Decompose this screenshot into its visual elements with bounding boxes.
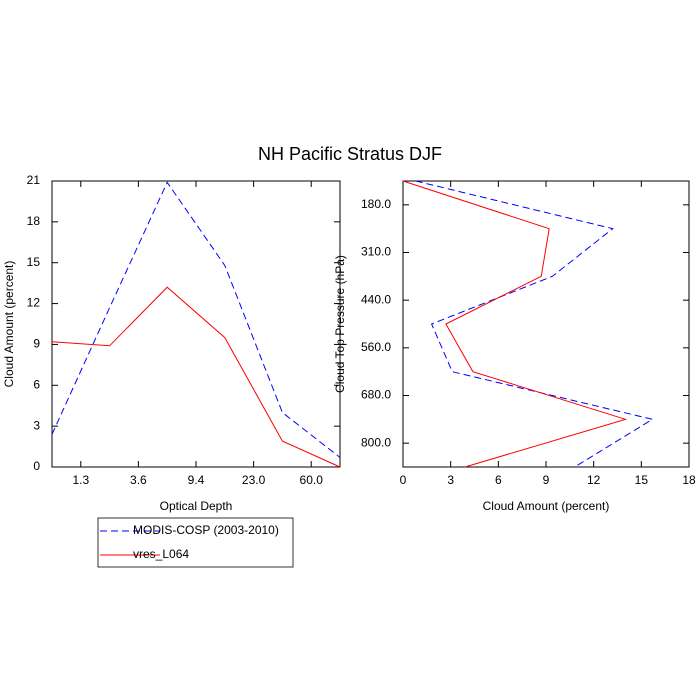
x-tick-label: 9.4	[188, 473, 205, 487]
x-tick-label: 3.6	[130, 473, 147, 487]
series-line	[415, 180, 654, 468]
y-tick-label: 3	[33, 418, 40, 432]
y-tick-label: 0	[33, 459, 40, 473]
series-line	[51, 286, 341, 468]
x-tick-label: 12	[587, 473, 601, 487]
x-tick-label: 60.0	[300, 473, 324, 487]
x-tick-label: 3	[447, 473, 454, 487]
y-tick-label: 12	[27, 296, 41, 310]
series-line	[51, 181, 341, 458]
y-tick-label: 9	[33, 337, 40, 351]
x-tick-label: 1.3	[72, 473, 89, 487]
y-tick-label: 15	[27, 255, 41, 269]
series-line	[402, 180, 628, 468]
x-axis-label: Optical Depth	[160, 499, 233, 513]
legend-label: vres_L064	[133, 547, 189, 561]
legend-box	[97, 517, 294, 568]
x-tick-label: 0	[400, 473, 407, 487]
y-tick-label: 6	[33, 377, 40, 391]
x-tick-label: 9	[543, 473, 550, 487]
x-tick-label: 6	[495, 473, 502, 487]
y-tick-label: 560.0	[361, 340, 391, 354]
y-tick-label: 18	[27, 214, 41, 228]
legend-label: MODIS-COSP (2003-2010)	[133, 523, 279, 537]
x-tick-label: 18	[682, 473, 696, 487]
y-axis-label: Cloud Top Pressure (hPa)	[333, 255, 347, 393]
y-tick-label: 310.0	[361, 245, 391, 259]
y-axis-label: Cloud Amount (percent)	[2, 261, 16, 388]
y-tick-label: 440.0	[361, 292, 391, 306]
y-tick-label: 180.0	[361, 197, 391, 211]
y-tick-label: 21	[27, 173, 41, 187]
y-tick-label: 800.0	[361, 435, 391, 449]
x-tick-label: 15	[635, 473, 649, 487]
chart-title: NH Pacific Stratus DJF	[258, 144, 442, 164]
x-tick-label: 23.0	[242, 473, 266, 487]
y-tick-label: 680.0	[361, 388, 391, 402]
x-axis-label: Cloud Amount (percent)	[483, 499, 610, 513]
